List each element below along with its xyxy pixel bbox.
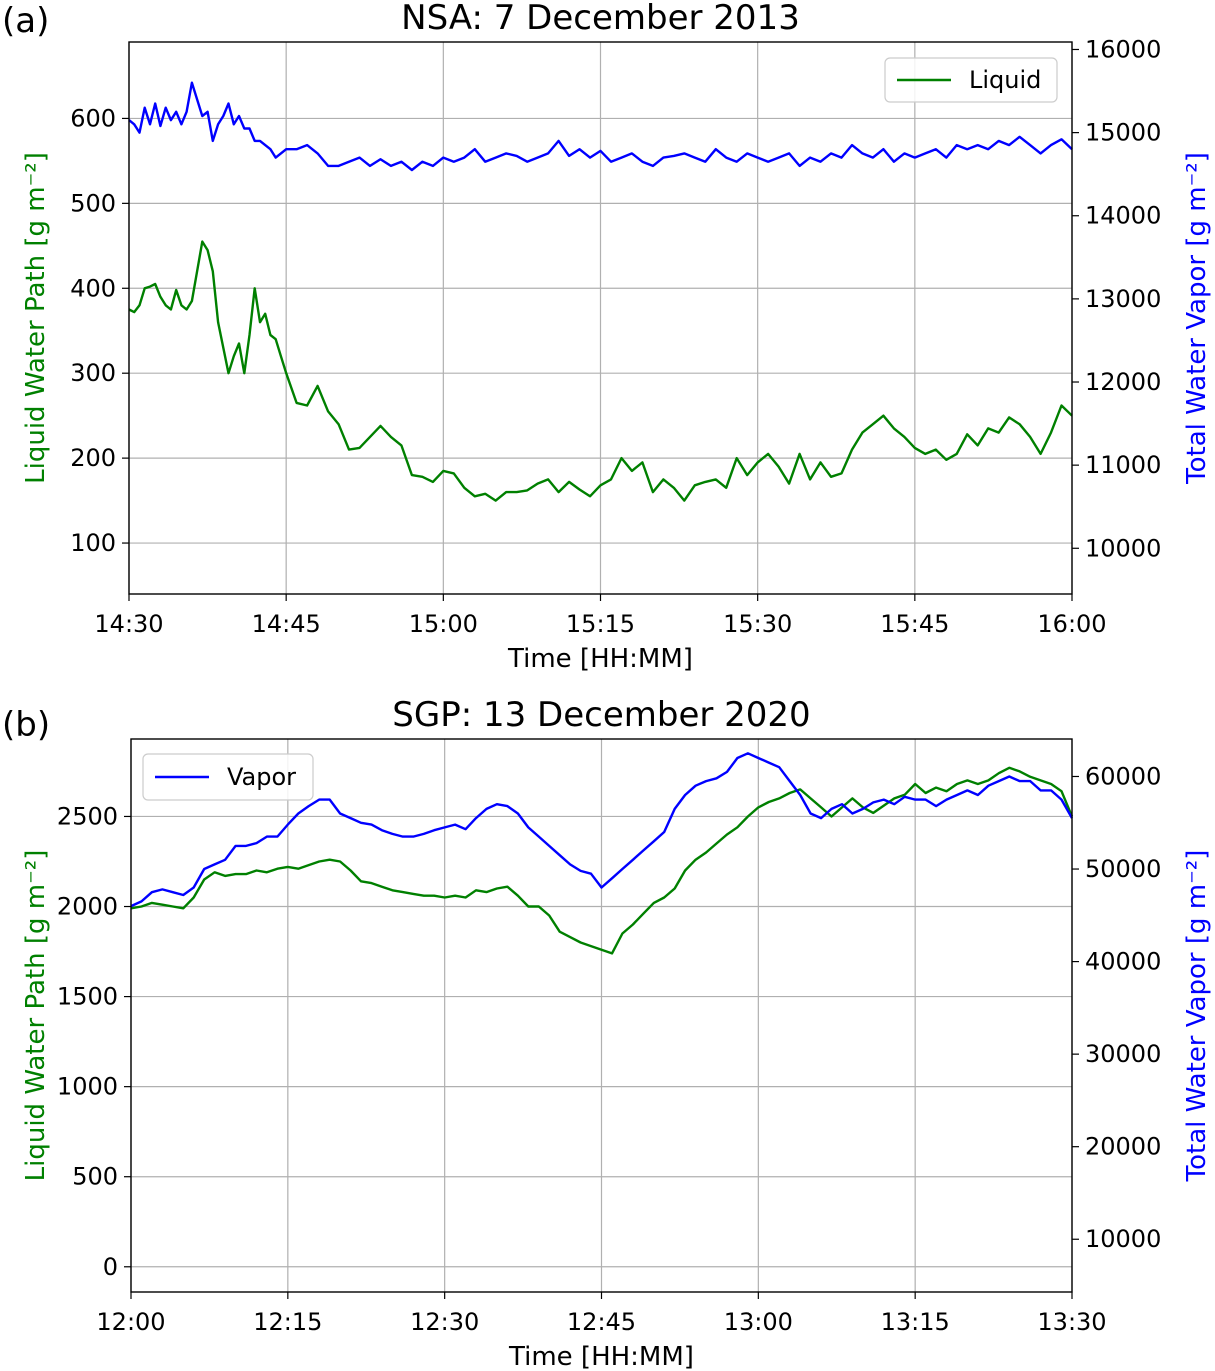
- y-axis-label-right: Total Water Vapor [g m⁻²]: [1182, 152, 1212, 485]
- y-tick-label-right: 15000: [1085, 119, 1161, 147]
- x-tick-label: 13:15: [881, 1308, 950, 1336]
- chart-title: NSA: 7 December 2013: [401, 0, 800, 38]
- plot-frame: [130, 738, 1073, 1293]
- series-line-liquid: [128, 240, 1073, 502]
- y-tick-label-right: 10000: [1085, 1225, 1161, 1253]
- legend-label: Liquid: [969, 66, 1041, 94]
- y-tick-label-right: 50000: [1085, 855, 1161, 883]
- legend-box: [884, 57, 1058, 103]
- y-tick-label-right: 60000: [1085, 762, 1161, 790]
- x-tick-label: 12:30: [410, 1308, 479, 1336]
- panel-label: (a): [2, 1, 49, 41]
- y-tick-label-left: 1500: [57, 983, 118, 1011]
- panel-label: (b): [2, 705, 50, 745]
- y-tick-label-left: 2500: [57, 802, 118, 830]
- x-tick-label: 14:30: [94, 610, 163, 638]
- legend-label: Vapor: [227, 763, 296, 791]
- x-tick-label: 12:15: [253, 1308, 322, 1336]
- y-tick-label-left: 300: [70, 359, 116, 387]
- x-axis-label: Time [HH:MM]: [508, 1342, 694, 1371]
- x-tick-label: 15:15: [566, 610, 635, 638]
- y-tick-label-right: 14000: [1085, 202, 1161, 230]
- y-tick-label-left: 2000: [57, 893, 118, 921]
- series-line-liquid: [130, 766, 1074, 955]
- y-tick-label-left: 500: [72, 1163, 118, 1191]
- x-tick-label: 16:00: [1037, 610, 1106, 638]
- y-axis-label-left: Liquid Water Path [g m⁻²]: [21, 152, 51, 484]
- x-tick-label: 14:45: [252, 610, 321, 638]
- y-tick-label-right: 10000: [1085, 534, 1161, 562]
- x-tick-label: 12:00: [96, 1308, 165, 1336]
- y-tick-label-left: 1000: [57, 1073, 118, 1101]
- panel-b: 12:00 12:15 12:30 12:45 13:00 13:15 13:30 0 500 1…: [2, 695, 1212, 1371]
- y-tick-label-left: 600: [70, 104, 116, 132]
- x-tick-label: 15:45: [880, 610, 949, 638]
- x-tick-label: 15:30: [723, 610, 792, 638]
- panel-a: 14:30 14:45 15:00 15:15 15:30 15:45 16:00 100 20…: [2, 0, 1212, 674]
- y-tick-label-right: 40000: [1085, 948, 1161, 976]
- x-tick-label: 12:45: [567, 1308, 636, 1336]
- x-axis-label: Time [HH:MM]: [507, 644, 693, 674]
- y-axis-label-left: Liquid Water Path [g m⁻²]: [21, 850, 51, 1182]
- y-tick-label-right: 30000: [1085, 1040, 1161, 1068]
- y-tick-label-left: 500: [70, 189, 116, 217]
- x-tick-label: 15:00: [409, 610, 478, 638]
- y-tick-label-left: 0: [103, 1253, 118, 1281]
- y-tick-label-right: 13000: [1085, 285, 1161, 313]
- y-tick-label-right: 11000: [1085, 451, 1161, 479]
- series-line-vapor: [130, 752, 1074, 908]
- y-tick-label-right: 20000: [1085, 1133, 1161, 1161]
- legend-box: [142, 753, 314, 801]
- x-tick-label: 13:30: [1037, 1308, 1106, 1336]
- x-tick-label: 13:00: [724, 1308, 793, 1336]
- y-tick-label-right: 12000: [1085, 368, 1161, 396]
- chart-title: SGP: 13 December 2020: [392, 695, 810, 735]
- y-tick-label-left: 200: [70, 444, 116, 472]
- plot-frame: [128, 41, 1073, 595]
- y-tick-label-left: 400: [70, 274, 116, 302]
- y-tick-label-left: 100: [70, 529, 116, 557]
- y-axis-label-right: Total Water Vapor [g m⁻²]: [1182, 850, 1212, 1183]
- series-line-vapor: [128, 81, 1073, 172]
- y-tick-label-right: 16000: [1085, 35, 1161, 63]
